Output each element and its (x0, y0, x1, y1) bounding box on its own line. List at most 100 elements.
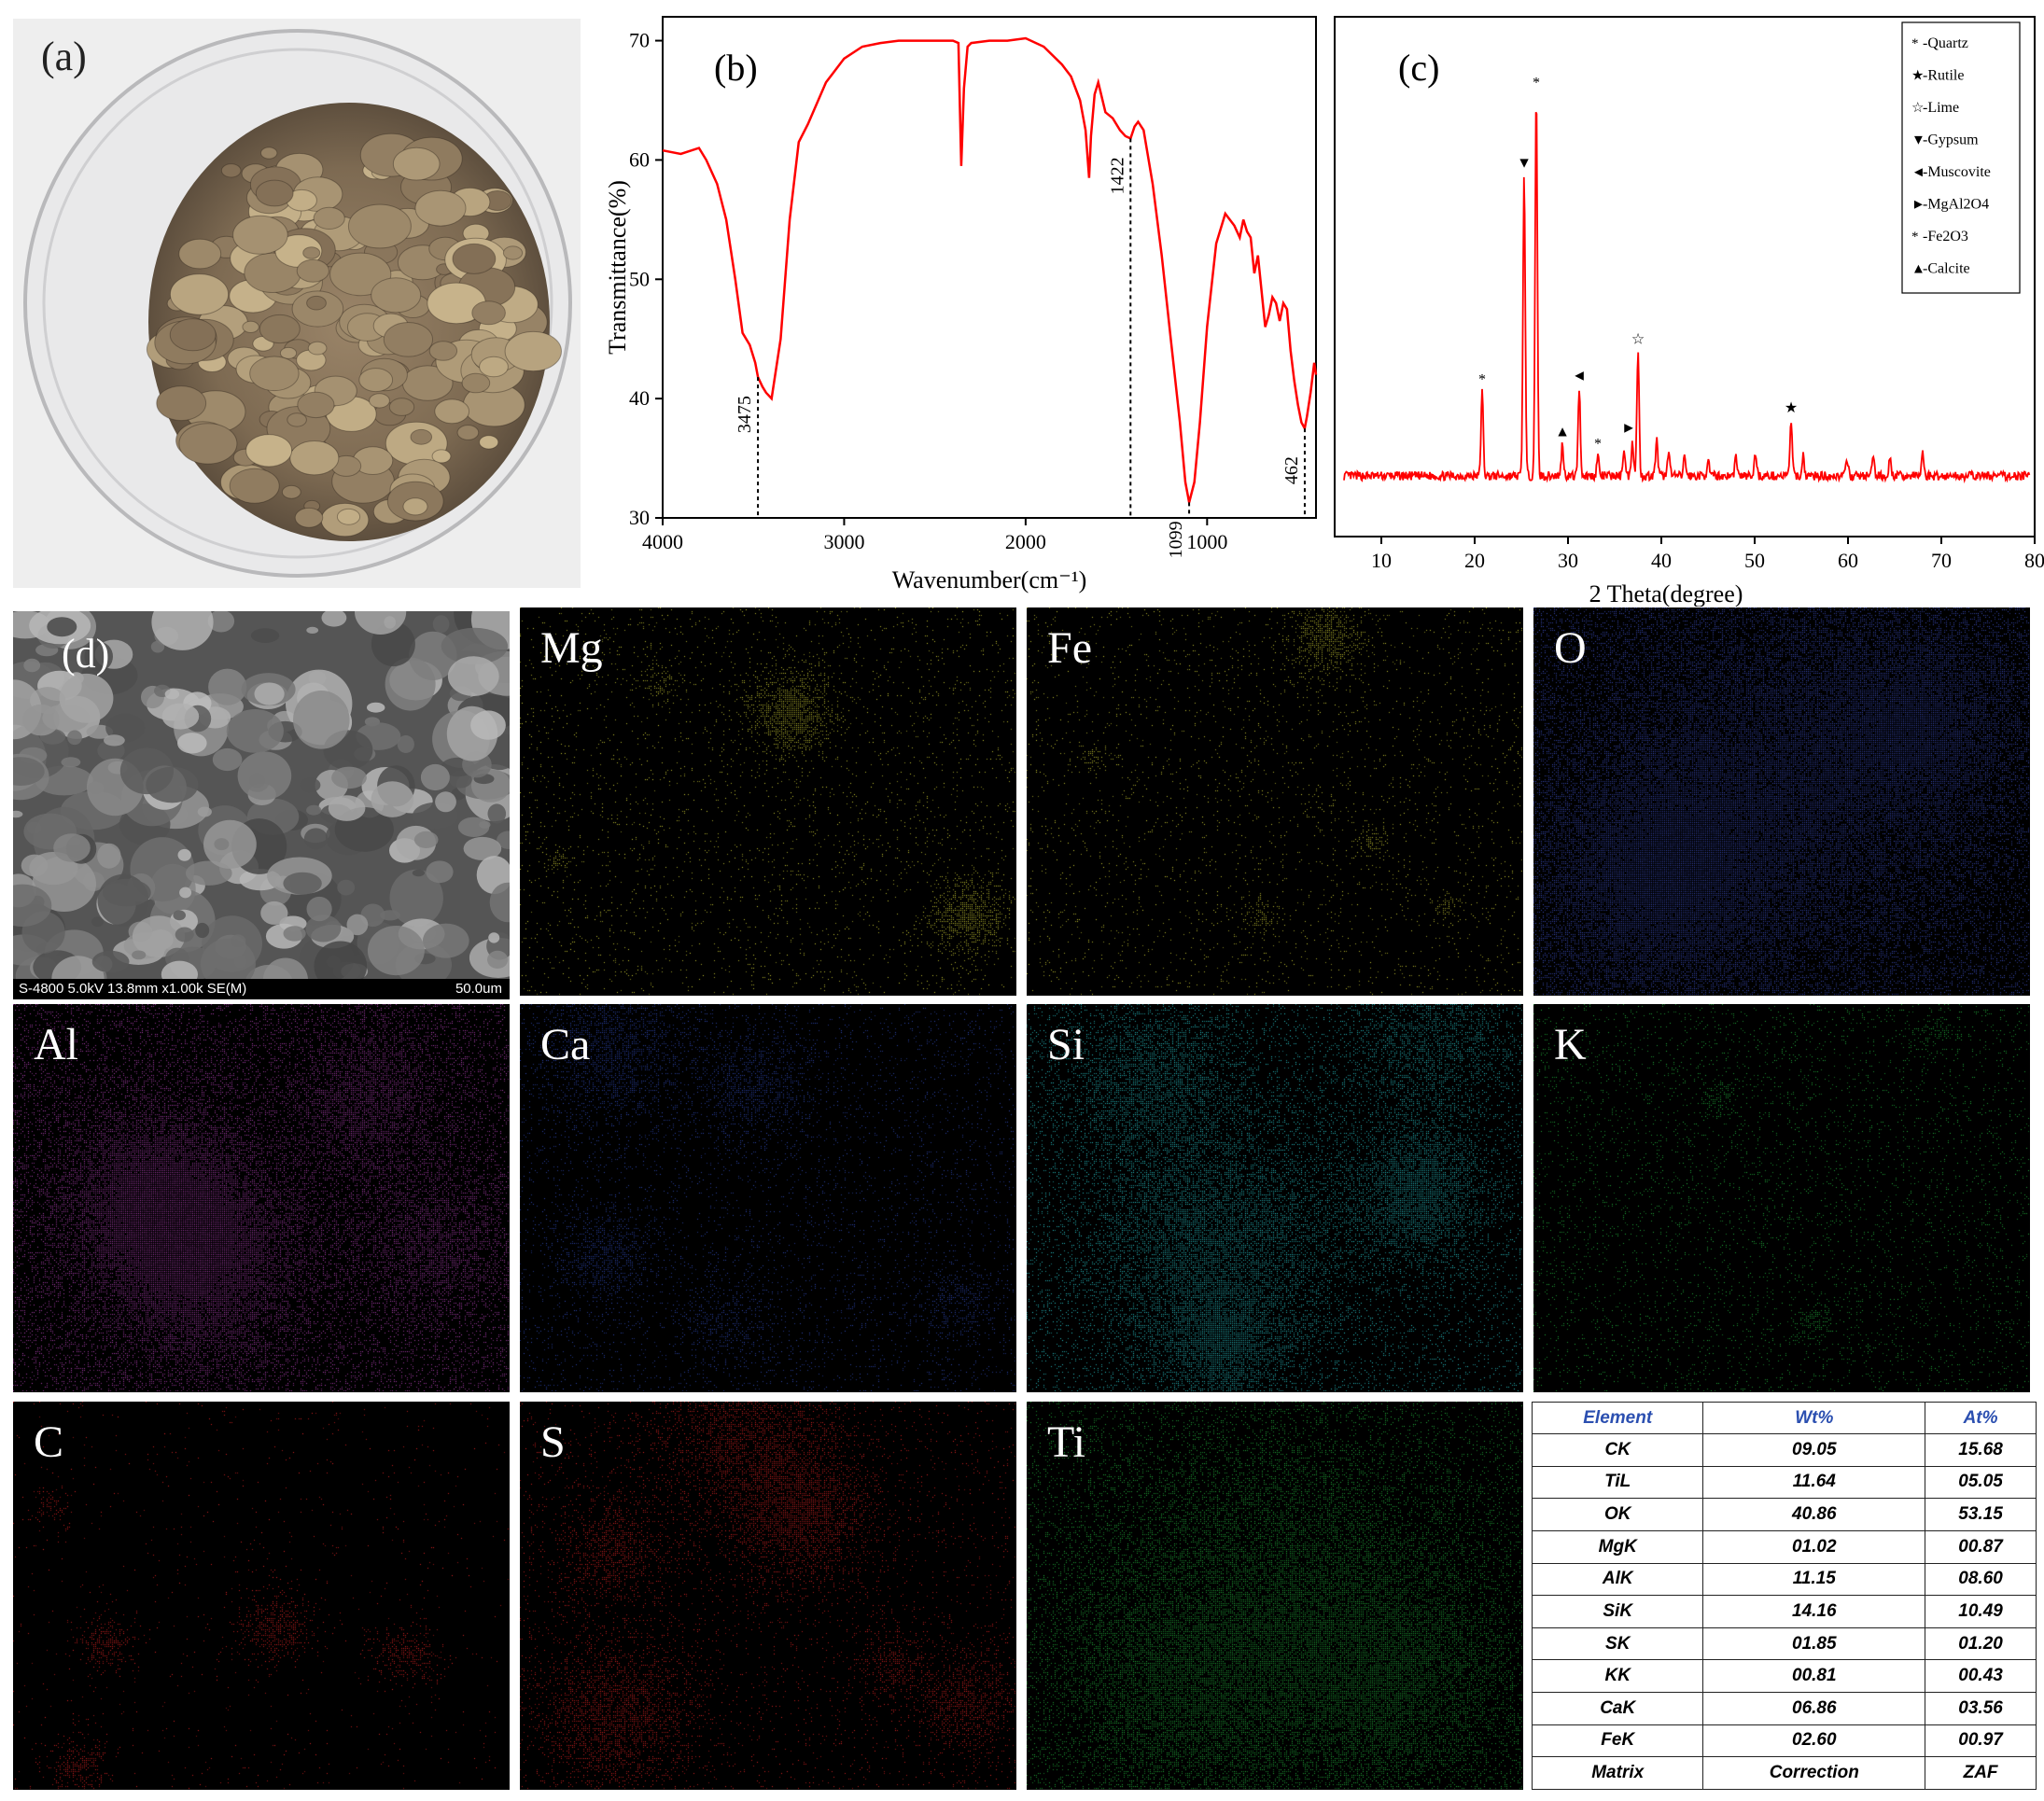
panel-c-xrd-chart: 10 20 30 40 50 60 70 80 2 Theta(degree) * ▼ * ▲ ◄ * ► ☆ ★… (1325, 9, 2044, 607)
legend-box (1901, 21, 2021, 294)
sem-image: (d) S-4800 5.0kV 13.8mm x1.00k SE(M) 50.… (13, 611, 510, 999)
map-label-c: C (34, 1417, 64, 1467)
legend-entry-label: -MgAl2O4 (1923, 197, 1989, 213)
legend-entry-label: -Muscovite (1923, 164, 1991, 180)
plot-frame (662, 16, 1317, 519)
soil-clod (502, 245, 524, 260)
sem-particle (447, 656, 499, 696)
x-axis-title: 2 Theta(degree) (1589, 580, 1743, 607)
table-cell: 00.97 (1925, 1724, 2037, 1758)
sem-particle (489, 882, 510, 923)
table-cell: 08.60 (1925, 1562, 2037, 1597)
soil-clod (471, 300, 506, 326)
table-cell: MgK (1531, 1529, 1704, 1564)
legend-entry-label: -Quartz (1923, 35, 1968, 51)
soil-clod (461, 372, 491, 394)
sem-particle (237, 751, 292, 801)
phase-marker: * (1478, 372, 1486, 388)
x-tick-label: 60 (1838, 549, 1858, 572)
sem-particle (177, 733, 207, 754)
sem-particle (200, 938, 256, 990)
sem-particle (161, 703, 200, 730)
legend-symbol: ◄ (1911, 165, 1925, 180)
eds-map-s: S (520, 1402, 1016, 1790)
sem-particle (179, 887, 192, 899)
phase-marker: ◄ (1572, 368, 1587, 384)
sem-particle (13, 810, 23, 818)
table-row: FeK 02.60 00.97 (1531, 1724, 2037, 1758)
eds-map-canvas (520, 1004, 1016, 1392)
x-tick-label: 2000 (1005, 530, 1046, 553)
eds-map-k: K (1533, 1004, 2030, 1392)
soil-clod (289, 440, 340, 476)
sem-particle (260, 900, 288, 925)
table-cell: 14.16 (1702, 1595, 1926, 1628)
soil-clod (456, 425, 480, 440)
y-tick-label: 70 (629, 29, 650, 52)
sem-particle (197, 806, 212, 817)
sem-particle (413, 831, 439, 848)
soil-clod (156, 385, 207, 422)
sem-particle (212, 747, 243, 772)
sem-particle (203, 819, 257, 869)
sem-particle (207, 611, 235, 633)
table-cell: 10.49 (1925, 1595, 2037, 1628)
header-element: Element (1531, 1402, 1704, 1434)
eds-map-canvas (1533, 1004, 2030, 1392)
ftir-chart: 4000 3000 2000 1000 30 40 50 60 70 Wavenumber(cm⁻… (604, 16, 1318, 593)
sem-particle (164, 689, 180, 700)
eds-map-ca: Ca (520, 1004, 1016, 1392)
map-label-ca: Ca (540, 1020, 591, 1069)
soil-clod (294, 507, 324, 528)
sem-particle (59, 673, 114, 723)
sem-particle (151, 611, 214, 650)
table-cell: Matrix (1531, 1756, 1704, 1790)
y-tick-label: 60 (629, 147, 650, 171)
sem-particle (426, 860, 454, 884)
map-label-al: Al (34, 1020, 78, 1069)
table-row: AlK 11.15 08.60 (1531, 1562, 2037, 1597)
sem-particle (84, 641, 113, 672)
sem-particle (226, 709, 284, 753)
table-cell: 05.05 (1925, 1465, 2037, 1500)
legend-entry-label: -Gypsum (1923, 133, 1979, 148)
sem-particle (423, 923, 469, 958)
x-tick-label: 70 (1931, 549, 1952, 572)
soil-clod (313, 206, 345, 230)
y-tick-label: 50 (629, 267, 650, 290)
sem-particle (314, 941, 368, 991)
sem-particle (195, 922, 210, 939)
sem-particle (479, 820, 491, 829)
eds-map-mg: Mg (520, 607, 1016, 996)
soil-clod (169, 273, 230, 315)
xrd-pattern-line (1343, 111, 2031, 484)
sem-particle (23, 658, 41, 673)
sem-particle (91, 916, 104, 928)
phase-marker: ▼ (1517, 156, 1532, 172)
sem-particle (175, 927, 194, 942)
sem-info-bar: S-4800 5.0kV 13.8mm x1.00k SE(M) 50.0um (13, 979, 510, 999)
sem-particle (367, 926, 425, 976)
eds-map-canvas (1027, 607, 1523, 996)
sem-particle (177, 848, 191, 861)
eds-map-canvas (520, 607, 1016, 996)
legend-symbol: * (1911, 230, 1919, 244)
header-wt: Wt% (1702, 1402, 1926, 1434)
peak-annotation-label: 1099 (1166, 521, 1186, 558)
sem-particle (397, 735, 414, 753)
legend-symbol: ☆ (1911, 101, 1924, 116)
legend-symbol: ► (1911, 198, 1925, 213)
header-at: At% (1925, 1402, 2037, 1434)
soil-clod (347, 203, 412, 249)
sem-particle (104, 734, 125, 747)
sem-particle (254, 682, 285, 705)
soil-clod (232, 215, 288, 255)
sem-particle (13, 884, 52, 927)
sem-particle (283, 926, 306, 942)
eds-map-canvas (1027, 1402, 1523, 1790)
table-row: KK 00.81 00.43 (1531, 1659, 2037, 1693)
peak-annotation-label: 462 (1281, 456, 1302, 484)
legend-entry-label: -Fe2O3 (1923, 229, 1968, 244)
sem-particle (293, 691, 350, 749)
sem-particle (132, 950, 147, 960)
